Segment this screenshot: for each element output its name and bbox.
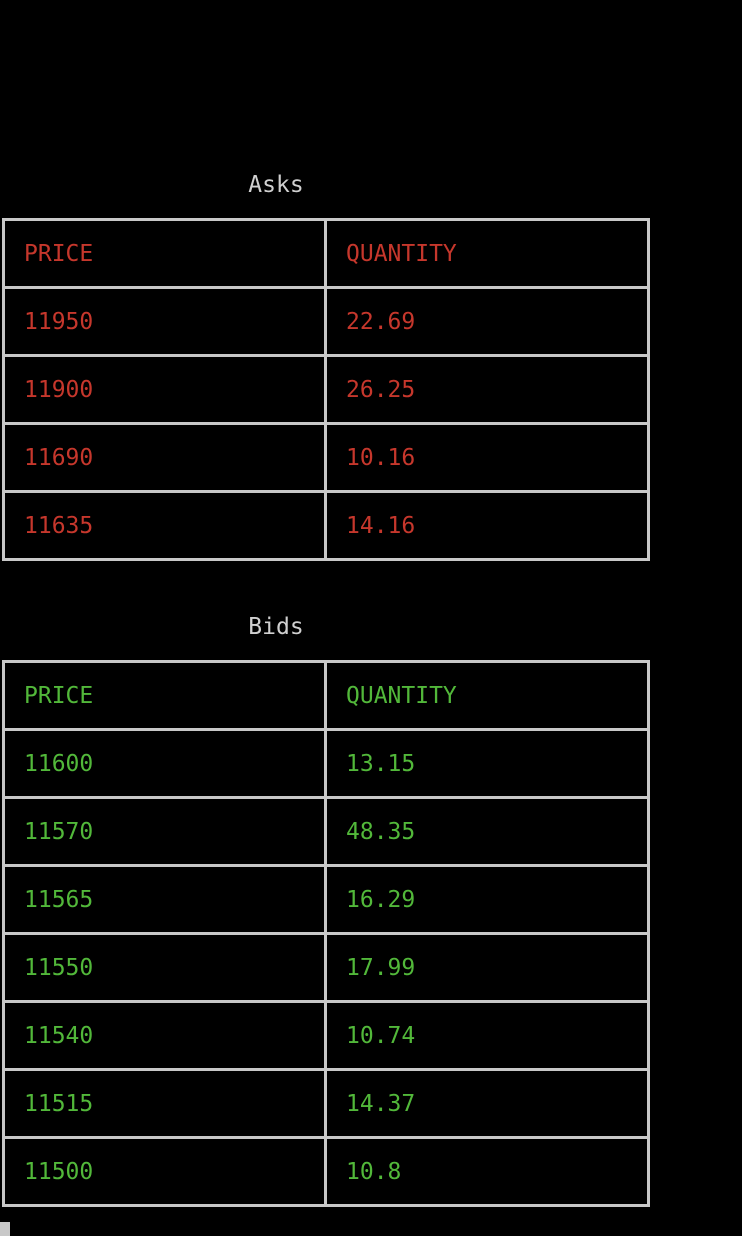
bid-quantity-cell: 14.37 (346, 1090, 416, 1117)
ask-price-cell: 11900 (5, 357, 327, 422)
table-row: 11570 48.35 (5, 796, 647, 864)
bid-price-cell: 11540 (5, 1003, 327, 1068)
asks-table: PRICE QUANTITY 11950 22.69 11900 26.25 1… (2, 218, 650, 561)
bid-price-cell: 11500 (5, 1139, 327, 1204)
bid-price-cell: 11515 (5, 1071, 327, 1136)
bids-header-row: PRICE QUANTITY (5, 663, 647, 728)
table-row: 11690 10.16 (5, 422, 647, 490)
asks-header-row: PRICE QUANTITY (5, 221, 647, 286)
bid-price-cell: 11570 (5, 799, 327, 864)
bid-price-cell: 11600 (5, 731, 327, 796)
ask-quantity-cell: 26.25 (346, 376, 416, 403)
asks-title: Asks (248, 172, 304, 198)
bids-quantity-header: QUANTITY (346, 682, 457, 709)
ask-quantity-cell: 22.69 (346, 308, 416, 335)
bid-quantity-cell: 10.8 (346, 1158, 402, 1185)
table-row: 11515 14.37 (5, 1068, 647, 1136)
table-row: 11540 10.74 (5, 1000, 647, 1068)
ask-quantity-cell: 10.16 (346, 444, 416, 471)
table-row: 11635 14.16 (5, 490, 647, 558)
ask-price-cell: 11635 (5, 493, 327, 558)
bids-price-header: PRICE (5, 663, 327, 728)
bids-title: Bids (248, 614, 304, 640)
block-cursor-icon (0, 1222, 10, 1236)
bid-quantity-cell: 48.35 (346, 818, 416, 845)
bid-price-cell: 11550 (5, 935, 327, 1000)
bids-table: PRICE QUANTITY 11600 13.15 11570 48.35 1… (2, 660, 650, 1207)
table-row: 11500 10.8 (5, 1136, 647, 1204)
table-row: 11600 13.15 (5, 728, 647, 796)
table-row: 11550 17.99 (5, 932, 647, 1000)
bid-price-cell: 11565 (5, 867, 327, 932)
bid-quantity-cell: 10.74 (346, 1022, 416, 1049)
ask-quantity-cell: 14.16 (346, 512, 416, 539)
table-row: 11900 26.25 (5, 354, 647, 422)
bid-quantity-cell: 16.29 (346, 886, 416, 913)
table-row: 11950 22.69 (5, 286, 647, 354)
table-row: 11565 16.29 (5, 864, 647, 932)
bid-quantity-cell: 17.99 (346, 954, 416, 981)
ask-price-cell: 11950 (5, 289, 327, 354)
ask-price-cell: 11690 (5, 425, 327, 490)
asks-quantity-header: QUANTITY (346, 240, 457, 267)
bid-quantity-cell: 13.15 (346, 750, 416, 777)
asks-price-header: PRICE (5, 221, 327, 286)
